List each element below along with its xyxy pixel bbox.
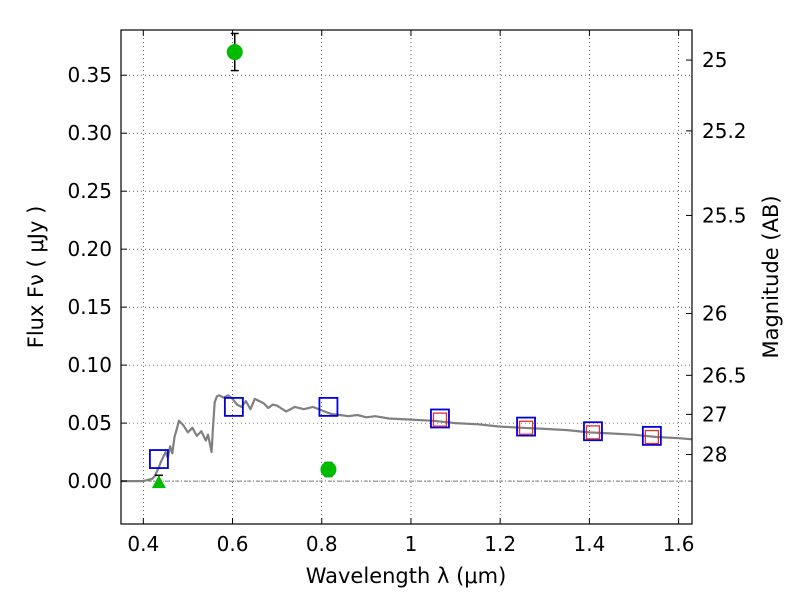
y2-tick-label: 26.5 — [702, 363, 747, 387]
y-tick-label: 0.25 — [67, 179, 112, 203]
y-tick-label: 0.30 — [67, 121, 112, 145]
markers-layer — [149, 32, 662, 489]
y2-axis-label: Magnitude (AB) — [759, 195, 783, 358]
observed-photometry-marker — [585, 425, 601, 440]
model-sed-curve — [121, 394, 693, 483]
plot-frame — [120, 29, 693, 525]
ticks — [121, 30, 692, 524]
model-photometry-marker — [583, 421, 603, 442]
x-tick-label: 0.8 — [306, 532, 338, 556]
model-photometry-marker — [641, 425, 662, 446]
y-tick-label: 0.35 — [67, 63, 112, 87]
observed-photometry-marker — [518, 420, 534, 435]
x-tick-label: 1 — [405, 532, 418, 556]
model-photometry-marker — [430, 408, 450, 429]
observed-photometry-marker — [432, 412, 448, 427]
detection-marker — [320, 461, 337, 478]
y2-tick-label: 27 — [702, 402, 727, 426]
y2-tick-label: 25 — [702, 48, 727, 72]
y-tick-label: 0.20 — [67, 237, 112, 261]
model-photometry-marker — [318, 396, 339, 417]
x-tick-label: 0.4 — [127, 532, 159, 556]
y-axis-label: Flux Fν ( μJy ) — [24, 206, 48, 349]
model-sed-layer — [121, 394, 693, 483]
observed-photometry-marker — [644, 429, 660, 445]
x-tick-label: 1.4 — [573, 532, 605, 556]
x-axis-label: Wavelength λ (μm) — [306, 564, 507, 588]
y-tick-label: 0.05 — [67, 411, 112, 435]
x-tick-label: 0.6 — [217, 532, 249, 556]
x-tick-label: 1.2 — [484, 532, 516, 556]
grid — [121, 30, 692, 524]
detection-marker — [226, 44, 243, 61]
y-tick-label: 0.10 — [67, 353, 112, 377]
model-photometry-marker — [223, 396, 244, 417]
model-photometry-marker — [149, 449, 169, 469]
y2-tick-label: 25.2 — [702, 119, 747, 143]
tick-labels: 0.4 0.6 0.8 1 1.2 1.4 1.6 0.00 0.05 0.10 0.15 0.20 0… — [67, 48, 746, 556]
x-tick-label: 1.6 — [663, 532, 695, 556]
y2-tick-label: 25.5 — [702, 203, 747, 227]
y-tick-label: 0.00 — [67, 469, 112, 493]
model-photometry-marker — [516, 416, 536, 437]
y-tick-label: 0.15 — [67, 295, 112, 319]
y2-tick-label: 26 — [702, 301, 727, 325]
upper-limit-marker — [151, 475, 166, 489]
y2-tick-label: 28 — [702, 443, 727, 467]
